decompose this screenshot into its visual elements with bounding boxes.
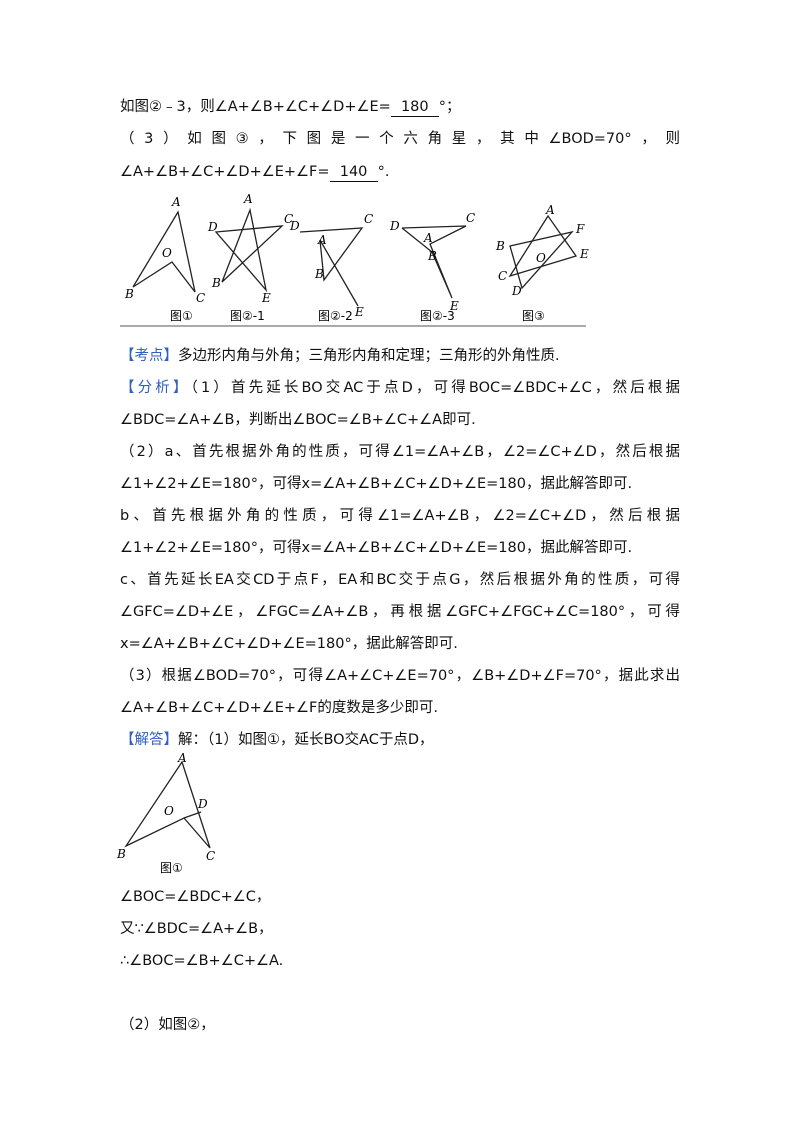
text-line: （2）如图②， — [120, 1017, 215, 1033]
answer-blank: 180 — [390, 98, 439, 117]
text-line: ∠1+∠2+∠E=180°，可得x=∠A+∠B+∠C+∠D+∠E=180，据此解… — [120, 476, 633, 492]
point-label: B — [211, 276, 221, 290]
text-line: ∠A+∠B+∠C+∠D+∠E+∠F= 140 °. — [120, 156, 680, 188]
text-line: x=∠A+∠B+∠C+∠D+∠E=180°，据此解答即可. — [120, 636, 458, 652]
figure-shape — [401, 225, 467, 299]
figure-shape — [214, 207, 284, 293]
point-label: C — [284, 212, 293, 226]
text: 多边形内角与外角；三角形内角和定理；三角形的外角性质. — [178, 348, 560, 364]
answer-blank: 140 — [329, 163, 378, 182]
point-label: A — [423, 231, 433, 245]
point-label: B — [314, 267, 324, 281]
point-label: C — [466, 211, 475, 225]
point-label: O — [162, 246, 172, 260]
point-label: B — [124, 287, 134, 301]
text-line: ∴∠BOC=∠B+∠C+∠A. — [120, 953, 284, 969]
text-line: ∠GFC=∠D+∠E，∠FGC=∠A+∠B，再根据∠GFC+∠FGC+∠C=18… — [120, 604, 680, 620]
point-label: C — [196, 291, 205, 305]
point-label: O — [536, 251, 546, 265]
text-line: ∠BDC=∠A+∠B，判断出∠BOC=∠B+∠C+∠A即可. — [120, 412, 476, 428]
figure-shape — [299, 227, 364, 307]
point-label: C — [364, 212, 373, 226]
point-label: E — [579, 247, 589, 261]
text-line: 【解答】解：（1）如图①，延长BO交AC于点D， — [120, 724, 680, 756]
point-label: O — [164, 804, 174, 818]
text-line: ∠1+∠2+∠E=180°，可得x=∠A+∠B+∠C+∠D+∠E=180，据此解… — [120, 540, 633, 556]
point-label: E — [354, 305, 364, 319]
point-label: F — [575, 222, 585, 236]
point-label: E — [261, 291, 271, 305]
text: °. — [377, 164, 390, 180]
figure-shape — [509, 230, 574, 290]
point-label: D — [511, 284, 522, 298]
point-label: A — [171, 195, 181, 209]
point-label: B — [427, 249, 437, 263]
text-line: （3）根据∠BOD=70°，可得∠A+∠C+∠E=70°，∠B+∠D+∠F=70… — [120, 668, 680, 684]
text-line: （3）如图③，下图是一个六角星，其中∠BOD=70°，则 — [120, 131, 680, 147]
figure: A O D B C 图① — [116, 751, 215, 875]
point-label: D — [289, 219, 300, 233]
section-tag: 【考点】 — [120, 348, 178, 364]
figure-caption: 图① — [160, 861, 183, 875]
point-label: D — [197, 797, 208, 811]
text-line: ∠A+∠B+∠C+∠D+∠E+∠F的度数是多少即可. — [120, 700, 439, 716]
text-line: b、首先根据外角的性质，可得∠1=∠A+∠B，∠2=∠C+∠D，然后根据 — [120, 508, 680, 524]
figure-caption: 图① — [170, 309, 193, 323]
figure-shape — [132, 210, 196, 293]
point-label: B — [495, 239, 505, 253]
section-tag: 【分析】 — [120, 380, 191, 396]
point-label: C — [498, 269, 507, 283]
text: ∠A+∠B+∠C+∠D+∠E+∠F= — [120, 164, 330, 180]
point-label: A — [545, 203, 555, 217]
text: °； — [438, 99, 461, 115]
section-tag: 【解答】 — [120, 732, 178, 748]
text: 如图②﹣3，则∠A+∠B+∠C+∠D+∠E= — [120, 99, 391, 115]
point-label: D — [207, 220, 218, 234]
text-line: c、首先延长EA交CD于点F，EA和BC交于点G，然后根据外角的性质，可得 — [120, 572, 680, 588]
figure-caption: 图②-1 — [230, 309, 265, 323]
text-line: ∠BOC=∠BDC+∠C， — [120, 889, 271, 905]
figure-caption: 图②-3 — [420, 309, 455, 323]
figure-caption: 图③ — [522, 309, 545, 323]
text: 解：（1）如图①，延长BO交AC于点D， — [178, 732, 434, 748]
text-line: 又∵∠BDC=∠A+∠B， — [120, 921, 273, 937]
point-label: A — [177, 751, 187, 765]
point-label: B — [116, 847, 126, 861]
point-label: C — [206, 849, 215, 863]
text-line: 【分析】（1）首先延长BO交AC于点D，可得BOC=∠BDC+∠C，然后根据 — [120, 372, 680, 404]
figure-caption: 图②-2 — [318, 309, 353, 323]
point-label: D — [389, 219, 400, 233]
figure-shape — [508, 214, 578, 278]
text-line: 【考点】多边形内角与外角；三角形内角和定理；三角形的外角性质. — [120, 340, 680, 372]
text-line: （2）a、首先根据外角的性质，可得∠1=∠A+∠B，∠2=∠C+∠D，然后根据 — [120, 444, 680, 460]
point-label: E — [449, 299, 459, 313]
text: （1）首先延长BO交AC于点D，可得BOC=∠BDC+∠C，然后根据 — [190, 380, 680, 396]
text-line: 如图②﹣3，则∠A+∠B+∠C+∠D+∠E= 180 °； — [120, 91, 680, 123]
point-label: A — [317, 233, 327, 247]
figure-shape — [183, 811, 202, 819]
point-label: A — [243, 192, 253, 206]
